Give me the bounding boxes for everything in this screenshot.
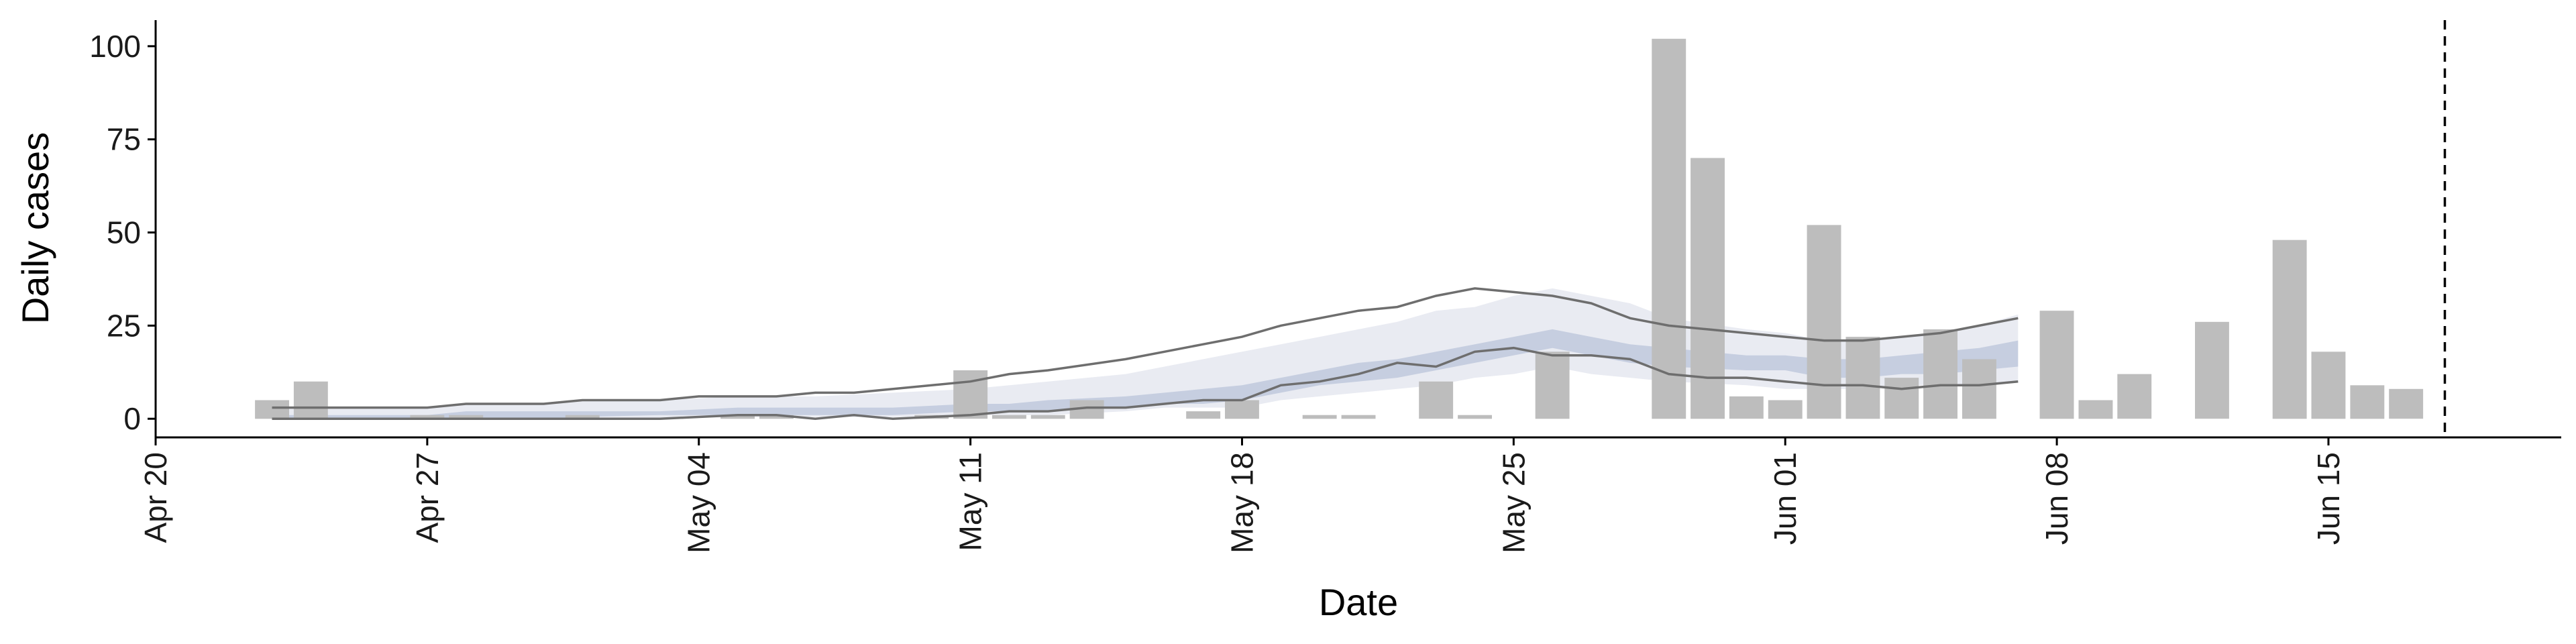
bar-2020-05-18	[1225, 400, 1259, 419]
daily-case-bars	[255, 38, 2424, 419]
bar-2020-04-23	[255, 400, 289, 419]
bar-2020-06-05	[1923, 329, 1957, 419]
x-axis-ticks: Apr 20 Apr 27 May 04 May 11 May 18 May 25 Jun …	[138, 437, 2346, 553]
bar-2020-05-06	[759, 415, 794, 419]
x-tick-label: Apr 20	[138, 452, 173, 543]
bar-2020-06-15	[2311, 352, 2346, 419]
bar-2020-06-16	[2350, 385, 2385, 419]
upper-interval-line	[272, 287, 2019, 409]
bar-2020-06-02	[1807, 225, 1841, 419]
y-axis-title: Daily cases	[14, 132, 56, 324]
bar-2020-06-10	[2117, 374, 2152, 419]
x-axis-title: Date	[1319, 581, 1398, 623]
y-tick-label: 50	[107, 215, 141, 250]
bar-2020-04-28	[449, 415, 484, 419]
bar-2020-05-05	[720, 415, 755, 419]
x-tick-label: Jun 08	[2039, 452, 2074, 545]
bar-2020-06-14	[2272, 239, 2307, 419]
y-tick-label: 25	[107, 308, 141, 343]
bar-2020-06-12	[2195, 321, 2229, 419]
estimate-band	[272, 288, 2019, 419]
bar-2020-05-30	[1690, 158, 1725, 419]
bar-2020-05-20	[1302, 415, 1337, 419]
bar-2020-06-17	[2389, 388, 2424, 419]
lower-interval-line	[272, 346, 2019, 420]
x-tick-label: May 18	[1225, 452, 1260, 553]
bar-2020-06-03	[1845, 337, 1880, 419]
bar-2020-05-17	[1186, 411, 1221, 419]
bar-2020-05-13	[1030, 415, 1065, 419]
bar-2020-05-11	[953, 370, 988, 419]
bar-2020-05-01	[565, 415, 600, 419]
x-tick-label: Apr 27	[410, 452, 445, 543]
bar-2020-04-24	[293, 381, 328, 419]
interval-lines	[272, 287, 2019, 420]
bar-2020-05-21	[1341, 415, 1376, 419]
y-axis-ticks: 0 25 50 75 100	[89, 29, 156, 436]
bar-2020-06-01	[1768, 400, 1803, 419]
band-90-percent	[272, 288, 2019, 419]
x-tick-label: May 04	[682, 452, 716, 553]
bar-2020-06-08	[2039, 311, 2074, 419]
bar-2020-06-06	[1962, 359, 1996, 419]
x-tick-label: Jun 15	[2311, 452, 2346, 545]
y-tick-label: 100	[89, 29, 141, 64]
bar-2020-05-29	[1652, 38, 1686, 419]
bar-2020-06-09	[2078, 400, 2113, 419]
bar-2020-05-31	[1729, 396, 1764, 419]
y-tick-label: 0	[123, 401, 141, 436]
bar-2020-04-27	[410, 415, 445, 419]
y-tick-label: 75	[107, 122, 141, 157]
bar-2020-05-26	[1535, 352, 1570, 419]
bar-2020-05-12	[992, 415, 1026, 419]
bar-2020-06-04	[1884, 378, 1919, 419]
x-tick-label: May 25	[1496, 452, 1531, 553]
x-tick-label: Jun 01	[1768, 452, 1803, 545]
bar-2020-05-23	[1419, 381, 1454, 419]
band-50-percent	[272, 329, 2019, 419]
axes	[154, 20, 2561, 439]
bar-2020-05-24	[1458, 415, 1492, 419]
x-tick-label: May 11	[953, 452, 988, 551]
